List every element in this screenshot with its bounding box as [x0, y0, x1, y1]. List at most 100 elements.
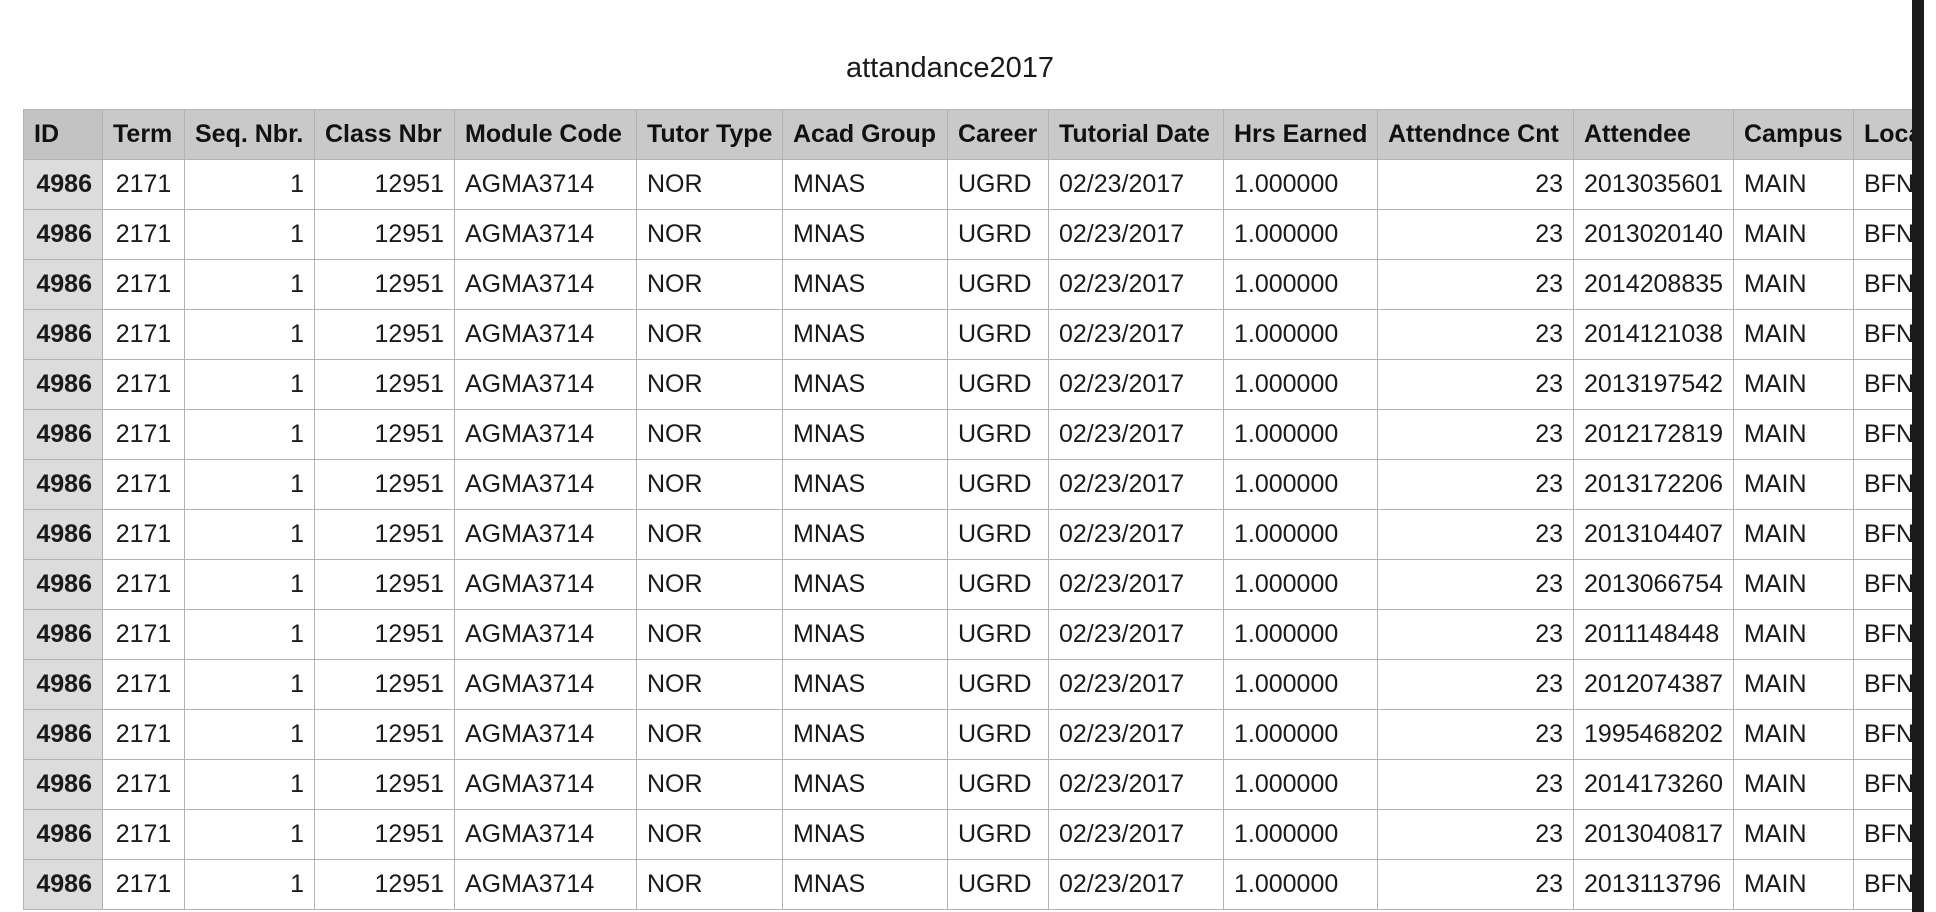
cell-career[interactable]: UGRD: [947, 409, 1049, 460]
cell-tutor-type[interactable]: NOR: [636, 609, 783, 660]
cell-id[interactable]: 4986: [23, 809, 103, 860]
cell-term[interactable]: 2171: [102, 709, 185, 760]
cell-attendnce-cnt[interactable]: 23: [1377, 209, 1574, 260]
cell-career[interactable]: UGRD: [947, 609, 1049, 660]
cell-tutorial-date[interactable]: 02/23/2017: [1048, 259, 1224, 310]
cell-attendee[interactable]: 2011148448: [1573, 609, 1734, 660]
cell-career[interactable]: UGRD: [947, 759, 1049, 810]
cell-hrs-earned[interactable]: 1.000000: [1223, 509, 1378, 560]
cell-tutorial-date[interactable]: 02/23/2017: [1048, 559, 1224, 610]
cell-attendee[interactable]: 2013197542: [1573, 359, 1734, 410]
cell-term[interactable]: 2171: [102, 359, 185, 410]
cell-class-nbr[interactable]: 12951: [314, 309, 455, 360]
cell-seq-nbr[interactable]: 1: [184, 359, 315, 410]
cell-acad-group[interactable]: MNAS: [782, 509, 948, 560]
cell-term[interactable]: 2171: [102, 309, 185, 360]
cell-term[interactable]: 2171: [102, 859, 185, 910]
cell-term[interactable]: 2171: [102, 809, 185, 860]
column-header-career[interactable]: Career: [947, 109, 1049, 160]
cell-tutorial-date[interactable]: 02/23/2017: [1048, 509, 1224, 560]
cell-attendnce-cnt[interactable]: 23: [1377, 709, 1574, 760]
cell-career[interactable]: UGRD: [947, 259, 1049, 310]
cell-hrs-earned[interactable]: 1.000000: [1223, 559, 1378, 610]
cell-attendnce-cnt[interactable]: 23: [1377, 359, 1574, 410]
cell-tutorial-date[interactable]: 02/23/2017: [1048, 859, 1224, 910]
cell-id[interactable]: 4986: [23, 559, 103, 610]
cell-seq-nbr[interactable]: 1: [184, 859, 315, 910]
cell-campus[interactable]: MAIN: [1733, 709, 1854, 760]
cell-attendnce-cnt[interactable]: 23: [1377, 309, 1574, 360]
cell-term[interactable]: 2171: [102, 259, 185, 310]
cell-career[interactable]: UGRD: [947, 459, 1049, 510]
cell-campus[interactable]: MAIN: [1733, 159, 1854, 210]
cell-module-code[interactable]: AGMA3714: [454, 359, 637, 410]
cell-tutor-type[interactable]: NOR: [636, 509, 783, 560]
cell-module-code[interactable]: AGMA3714: [454, 809, 637, 860]
cell-attendee[interactable]: 2014173260: [1573, 759, 1734, 810]
cell-id[interactable]: 4986: [23, 609, 103, 660]
cell-seq-nbr[interactable]: 1: [184, 259, 315, 310]
cell-class-nbr[interactable]: 12951: [314, 559, 455, 610]
cell-career[interactable]: UGRD: [947, 859, 1049, 910]
cell-tutor-type[interactable]: NOR: [636, 559, 783, 610]
cell-seq-nbr[interactable]: 1: [184, 409, 315, 460]
cell-attendee[interactable]: 2013040817: [1573, 809, 1734, 860]
cell-attendee[interactable]: 2013172206: [1573, 459, 1734, 510]
cell-campus[interactable]: MAIN: [1733, 759, 1854, 810]
cell-attendnce-cnt[interactable]: 23: [1377, 759, 1574, 810]
cell-career[interactable]: UGRD: [947, 359, 1049, 410]
column-header-hrs-earned[interactable]: Hrs Earned: [1223, 109, 1378, 160]
cell-class-nbr[interactable]: 12951: [314, 409, 455, 460]
cell-career[interactable]: UGRD: [947, 159, 1049, 210]
cell-attendee[interactable]: 2013020140: [1573, 209, 1734, 260]
cell-attendnce-cnt[interactable]: 23: [1377, 609, 1574, 660]
cell-class-nbr[interactable]: 12951: [314, 859, 455, 910]
cell-seq-nbr[interactable]: 1: [184, 659, 315, 710]
cell-seq-nbr[interactable]: 1: [184, 509, 315, 560]
cell-attendee[interactable]: 2012074387: [1573, 659, 1734, 710]
cell-module-code[interactable]: AGMA3714: [454, 859, 637, 910]
cell-seq-nbr[interactable]: 1: [184, 759, 315, 810]
cell-module-code[interactable]: AGMA3714: [454, 409, 637, 460]
cell-campus[interactable]: MAIN: [1733, 259, 1854, 310]
cell-career[interactable]: UGRD: [947, 809, 1049, 860]
cell-tutorial-date[interactable]: 02/23/2017: [1048, 409, 1224, 460]
column-header-class-nbr[interactable]: Class Nbr: [314, 109, 455, 160]
cell-acad-group[interactable]: MNAS: [782, 259, 948, 310]
cell-term[interactable]: 2171: [102, 559, 185, 610]
cell-seq-nbr[interactable]: 1: [184, 309, 315, 360]
cell-tutor-type[interactable]: NOR: [636, 709, 783, 760]
cell-attendee[interactable]: 2012172819: [1573, 409, 1734, 460]
cell-hrs-earned[interactable]: 1.000000: [1223, 659, 1378, 710]
cell-acad-group[interactable]: MNAS: [782, 709, 948, 760]
cell-tutor-type[interactable]: NOR: [636, 359, 783, 410]
cell-module-code[interactable]: AGMA3714: [454, 459, 637, 510]
cell-module-code[interactable]: AGMA3714: [454, 609, 637, 660]
cell-acad-group[interactable]: MNAS: [782, 809, 948, 860]
cell-module-code[interactable]: AGMA3714: [454, 509, 637, 560]
cell-acad-group[interactable]: MNAS: [782, 159, 948, 210]
cell-attendnce-cnt[interactable]: 23: [1377, 859, 1574, 910]
cell-term[interactable]: 2171: [102, 209, 185, 260]
cell-attendnce-cnt[interactable]: 23: [1377, 459, 1574, 510]
cell-id[interactable]: 4986: [23, 709, 103, 760]
cell-tutor-type[interactable]: NOR: [636, 659, 783, 710]
cell-hrs-earned[interactable]: 1.000000: [1223, 259, 1378, 310]
cell-tutor-type[interactable]: NOR: [636, 259, 783, 310]
cell-attendee[interactable]: 2013066754: [1573, 559, 1734, 610]
cell-attendnce-cnt[interactable]: 23: [1377, 809, 1574, 860]
cell-hrs-earned[interactable]: 1.000000: [1223, 609, 1378, 660]
cell-attendnce-cnt[interactable]: 23: [1377, 409, 1574, 460]
cell-seq-nbr[interactable]: 1: [184, 559, 315, 610]
cell-term[interactable]: 2171: [102, 159, 185, 210]
cell-class-nbr[interactable]: 12951: [314, 709, 455, 760]
cell-acad-group[interactable]: MNAS: [782, 359, 948, 410]
table-viewport[interactable]: ID Term Seq. Nbr. Class Nbr Module Code …: [23, 109, 1924, 912]
cell-acad-group[interactable]: MNAS: [782, 559, 948, 610]
cell-attendnce-cnt[interactable]: 23: [1377, 259, 1574, 310]
cell-term[interactable]: 2171: [102, 509, 185, 560]
cell-seq-nbr[interactable]: 1: [184, 709, 315, 760]
cell-class-nbr[interactable]: 12951: [314, 209, 455, 260]
cell-hrs-earned[interactable]: 1.000000: [1223, 809, 1378, 860]
cell-attendnce-cnt[interactable]: 23: [1377, 509, 1574, 560]
